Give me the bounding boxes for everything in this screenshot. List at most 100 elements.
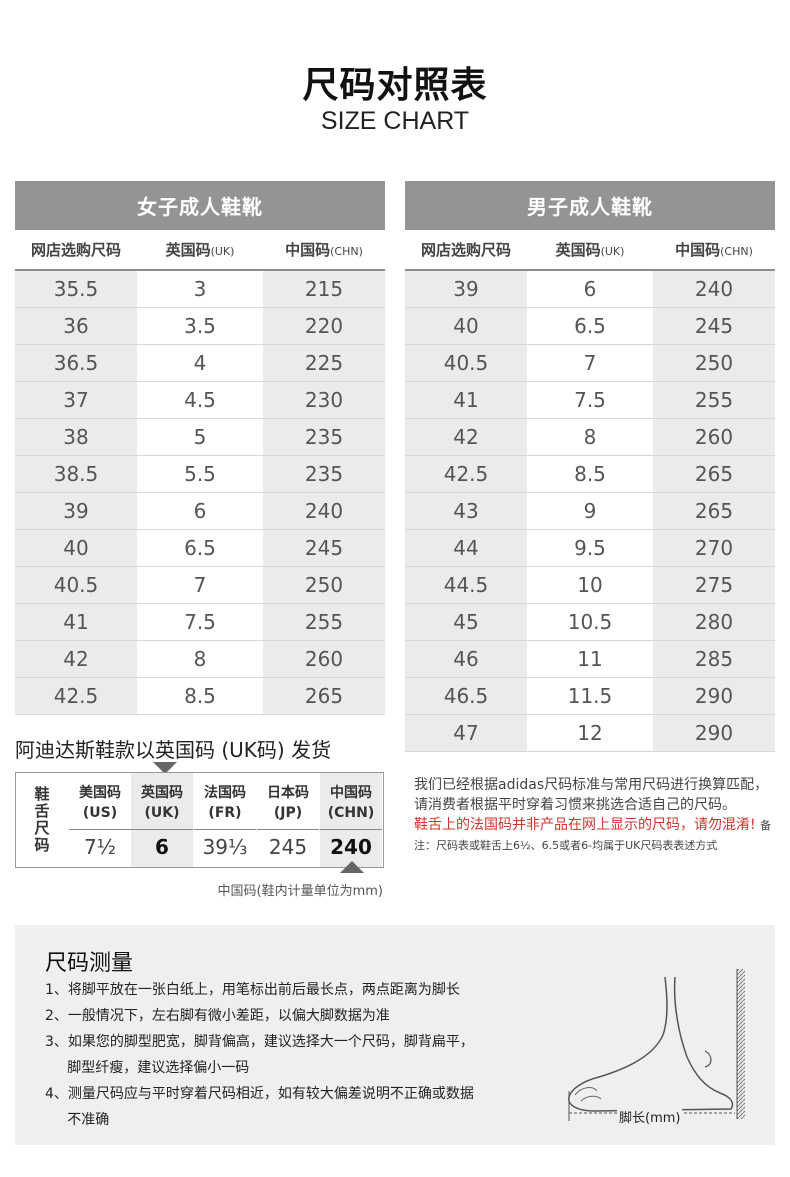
- table-cell: 5.5: [137, 455, 263, 493]
- example-value: 7½: [83, 835, 117, 859]
- table-row: 45 10.5 280: [405, 603, 775, 641]
- table-cell: 40: [15, 529, 137, 567]
- table-cell: 8.5: [527, 455, 653, 493]
- table-row: 35.5 3 215: [15, 270, 385, 308]
- table-cell: 9: [527, 492, 653, 530]
- table-cell: 42.5: [15, 677, 137, 715]
- table-cell: 290: [653, 677, 775, 715]
- table-row: 44.5 10 275: [405, 566, 775, 604]
- table-cell: 5: [137, 418, 263, 456]
- table-cell: 6: [137, 492, 263, 530]
- list-item: 2、一般情况下，左右脚有微小差距，以偏大脚数据为准: [45, 1008, 390, 1024]
- women-table-heading: 女子成人鞋靴: [15, 181, 385, 230]
- footnote-text: 备注：尺码表或鞋舌上6½、6.5或者6-均属于UK尺码表表述方式: [414, 819, 772, 852]
- tongue-size-label: 鞋舌尺码: [34, 785, 50, 854]
- table-cell: 36.5: [15, 344, 137, 382]
- example-column: 英国码 (UK) 6: [131, 773, 193, 867]
- example-column-header: 法国码 (FR): [204, 785, 246, 821]
- uk-shipping-note: 阿迪达斯鞋款以英国码 (UK码) 发货: [15, 738, 332, 762]
- men-col-header: 网店选购尺码: [405, 230, 527, 271]
- table-cell: 285: [653, 640, 775, 678]
- table-row: 42.5 8.5 265: [405, 455, 775, 493]
- table-cell: 3.5: [137, 307, 263, 345]
- foot-length-label: 脚长(mm): [617, 1107, 683, 1126]
- table-cell: 7.5: [527, 381, 653, 419]
- table-cell: 10.5: [527, 603, 653, 641]
- women-col-header: 网店选购尺码: [15, 230, 137, 271]
- table-cell: 47: [405, 714, 527, 752]
- table-row: 39 6 240: [15, 492, 385, 530]
- triangle-up-icon: [340, 861, 364, 873]
- conversion-text: 我们已经根据adidas尺码标准与常用尺码进行换算匹配，请消费者根据平时穿着习惯…: [414, 777, 769, 813]
- women-col-header: 英国码(UK): [137, 230, 263, 271]
- table-cell: 46: [405, 640, 527, 678]
- men-col-header: 中国码(CHN): [653, 230, 775, 271]
- table-cell: 225: [263, 344, 385, 382]
- example-column: 美国码 (US) 7½: [69, 773, 131, 867]
- table-cell: 38.5: [15, 455, 137, 493]
- table-cell: 240: [653, 270, 775, 308]
- table-row: 39 6 240: [405, 270, 775, 308]
- table-row: 37 4.5 230: [15, 381, 385, 419]
- table-cell: 44: [405, 529, 527, 567]
- table-cell: 8: [527, 418, 653, 456]
- men-size-table: 男子成人鞋靴 网店选购尺码 英国码(UK) 中国码(CHN) 39 6 240 40 6.5…: [405, 181, 775, 752]
- table-cell: 280: [653, 603, 775, 641]
- table-cell: 10: [527, 566, 653, 604]
- conversion-note: 我们已经根据adidas尺码标准与常用尺码进行换算匹配，请消费者根据平时穿着习惯…: [414, 775, 774, 855]
- table-cell: 260: [263, 640, 385, 678]
- table-cell: 4: [137, 344, 263, 382]
- table-cell: 220: [263, 307, 385, 345]
- table-row: 46.5 11.5 290: [405, 677, 775, 715]
- example-column-header: 英国码 (UK): [141, 785, 183, 821]
- table-cell: 275: [653, 566, 775, 604]
- table-cell: 9.5: [527, 529, 653, 567]
- table-cell: 6.5: [137, 529, 263, 567]
- table-cell: 4.5: [137, 381, 263, 419]
- list-item: 1、将脚平放在一张白纸上，用笔标出前后最长点，两点距离为脚长: [45, 982, 460, 998]
- table-cell: 36: [15, 307, 137, 345]
- table-cell: 245: [263, 529, 385, 567]
- list-item: 不准确: [45, 1112, 110, 1128]
- table-cell: 11: [527, 640, 653, 678]
- table-cell: 250: [263, 566, 385, 604]
- measure-title: 尺码测量: [45, 951, 134, 976]
- table-cell: 42.5: [405, 455, 527, 493]
- table-cell: 215: [263, 270, 385, 308]
- table-cell: 7: [527, 344, 653, 382]
- table-cell: 42: [405, 418, 527, 456]
- warning-text: 鞋舌上的法国码并非产品在网上显示的尺码，请勿混淆!: [414, 817, 756, 833]
- men-table-heading: 男子成人鞋靴: [405, 181, 775, 230]
- table-row: 43 9 265: [405, 492, 775, 530]
- table-row: 41 7.5 255: [405, 381, 775, 419]
- list-item: 4、测量尺码应与平时穿着尺码相近，如有较大偏差说明不正确或数据: [45, 1086, 474, 1102]
- table-cell: 290: [653, 714, 775, 752]
- table-cell: 11.5: [527, 677, 653, 715]
- men-col-header: 英国码(UK): [527, 230, 653, 271]
- women-col-header: 中国码(CHN): [263, 230, 385, 271]
- table-cell: 270: [653, 529, 775, 567]
- example-column-header: 日本码 (JP): [267, 785, 309, 821]
- table-cell: 39: [405, 270, 527, 308]
- table-row: 38.5 5.5 235: [15, 455, 385, 493]
- table-cell: 40: [405, 307, 527, 345]
- list-item: 3、如果您的脚型肥宽，脚背偏高，建议选择大一个尺码，脚背扁平，: [45, 1034, 474, 1050]
- example-value: 39⅓: [202, 835, 248, 859]
- table-cell: 41: [15, 603, 137, 641]
- table-cell: 39: [15, 492, 137, 530]
- table-cell: 230: [263, 381, 385, 419]
- table-row: 47 12 290: [405, 714, 775, 752]
- table-cell: 265: [653, 455, 775, 493]
- table-row: 42 8 260: [405, 418, 775, 456]
- table-cell: 42: [15, 640, 137, 678]
- triangle-down-icon: [153, 762, 177, 774]
- table-row: 40.5 7 250: [405, 344, 775, 382]
- table-cell: 8: [137, 640, 263, 678]
- example-column: 法国码 (FR) 39⅓: [194, 773, 256, 867]
- table-row: 40.5 7 250: [15, 566, 385, 604]
- table-cell: 45: [405, 603, 527, 641]
- table-cell: 46.5: [405, 677, 527, 715]
- table-cell: 7.5: [137, 603, 263, 641]
- example-column: 中国码 (CHN) 240: [320, 773, 382, 867]
- table-cell: 265: [263, 677, 385, 715]
